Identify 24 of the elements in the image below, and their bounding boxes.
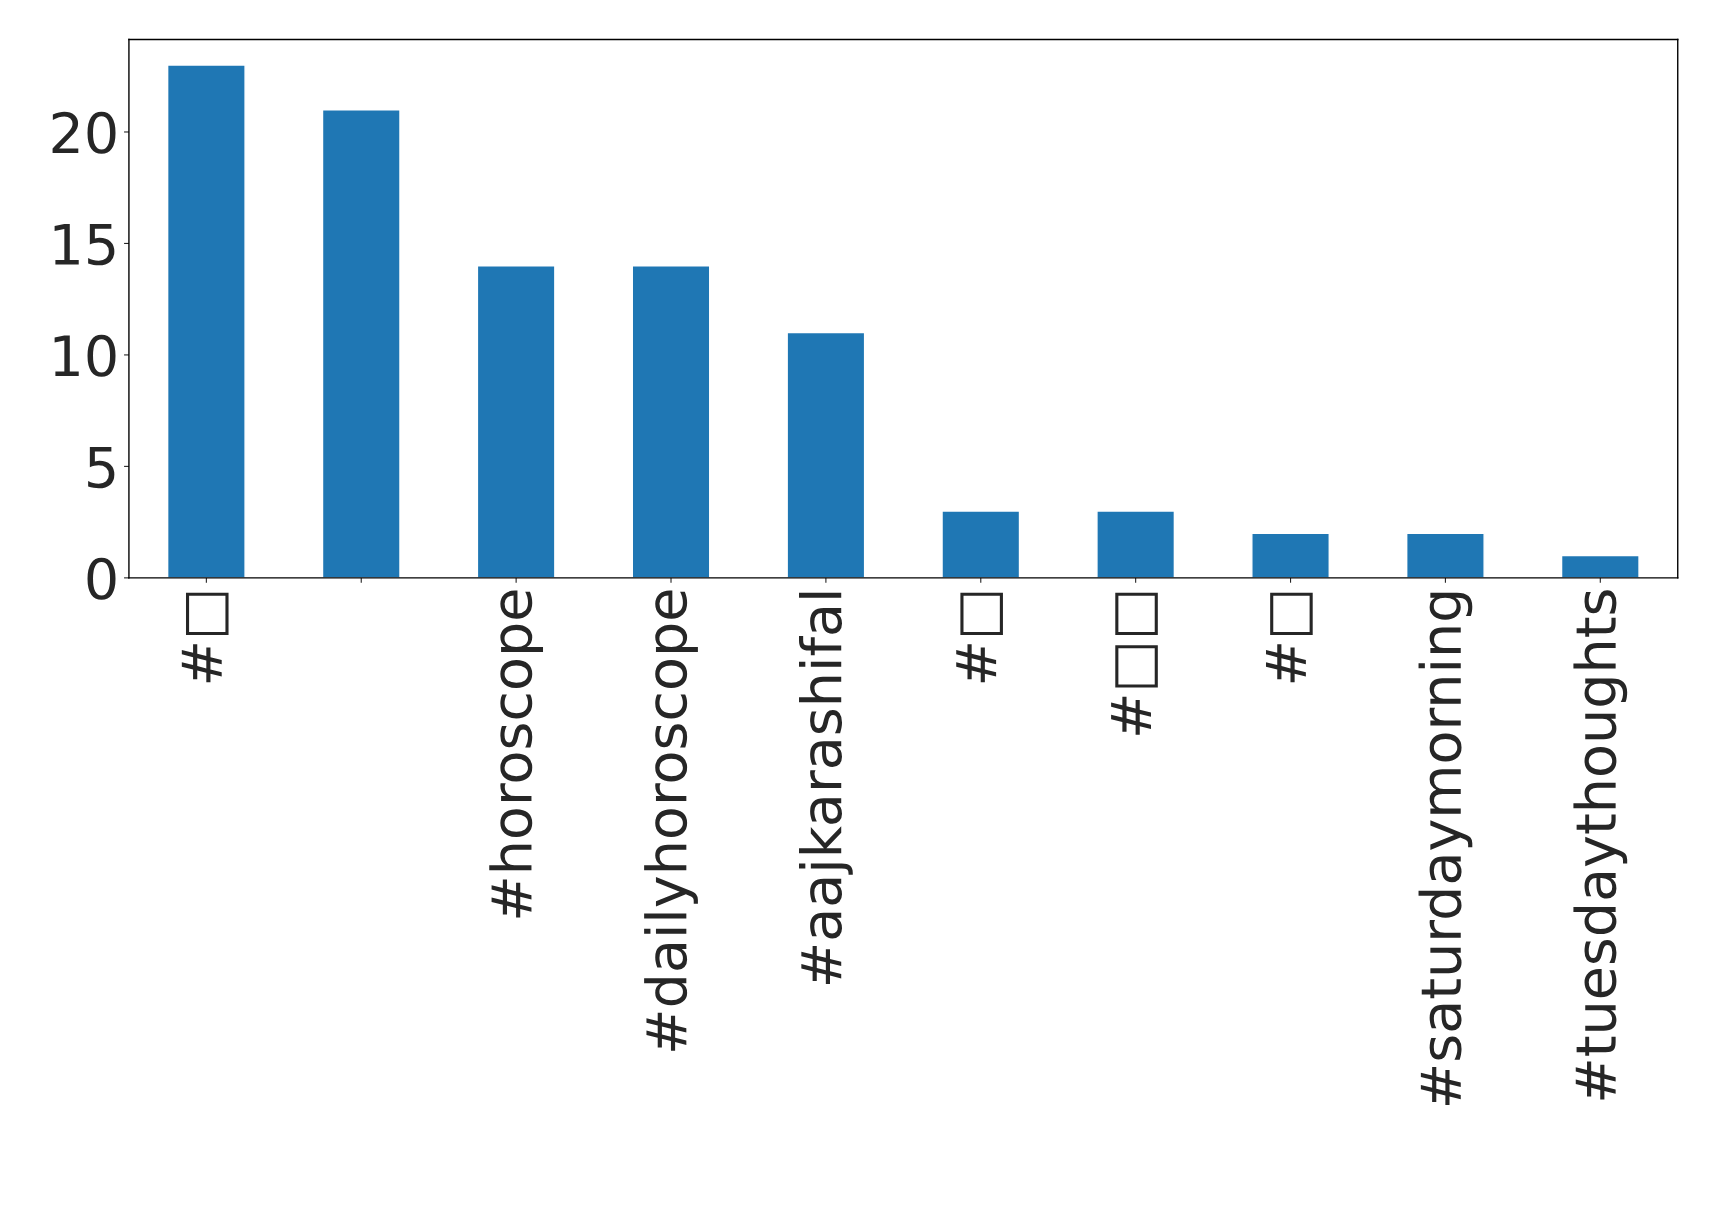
x-tick-label: #□ (1265, 592, 1313, 683)
x-tick-label: #□□ (1111, 592, 1158, 735)
bar (1560, 554, 1640, 578)
y-tick-label: 5 (88, 447, 115, 489)
bar (631, 265, 711, 578)
x-tick-label: #□ (956, 592, 1003, 683)
bar (1406, 532, 1485, 578)
y-tick-label: 20 (52, 111, 116, 154)
y-tick-label: 0 (87, 557, 116, 600)
x-tick-label: #dailyhoroscope (644, 590, 698, 1051)
x-tick-label: #saturdaymorning (1418, 592, 1473, 1105)
x-tick-label: #aajkarashifal (799, 592, 853, 985)
bar (1251, 532, 1330, 578)
y-tick-label: 15 (54, 224, 115, 266)
x-tick-label: #horoscope (489, 590, 544, 918)
bar (476, 265, 556, 578)
bar (786, 331, 866, 578)
x-tick-label: #□ (181, 592, 229, 683)
bar (941, 510, 1021, 578)
bar (321, 108, 401, 578)
bar (166, 64, 246, 578)
x-tick-label: #tuesdaythoughts (1573, 590, 1628, 1100)
y-tick-label: 10 (54, 334, 116, 377)
bar (1096, 510, 1176, 578)
